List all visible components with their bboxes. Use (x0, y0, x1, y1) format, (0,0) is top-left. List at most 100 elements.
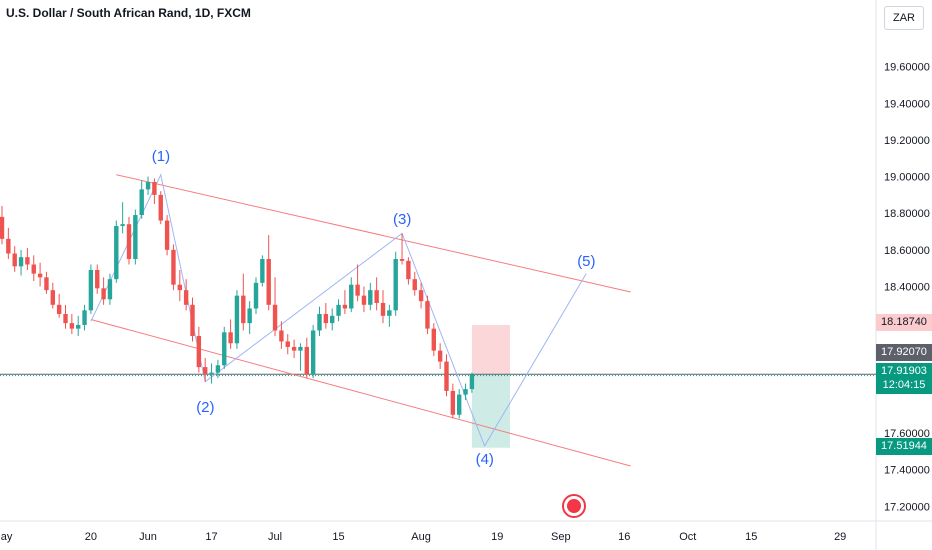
candle-body (209, 372, 214, 375)
candle-body (101, 288, 106, 300)
candle-body (342, 304, 348, 309)
candle-body (37, 273, 43, 278)
candle-body (6, 238, 11, 254)
candle-body (107, 279, 113, 300)
candle-body (323, 313, 329, 324)
candle-body (374, 290, 379, 303)
y-tick-label: 17.40000 (884, 465, 930, 477)
candle-body (164, 220, 170, 250)
x-tick-label: 15 (745, 531, 757, 543)
candle-body (431, 328, 436, 351)
position-target-zone (471, 324, 510, 375)
candle-body (349, 284, 354, 309)
x-tick-label: Aug (411, 531, 431, 543)
position-stop-zone (471, 374, 510, 448)
candle-body (330, 315, 335, 324)
wave-label-4: (4) (475, 450, 494, 468)
currency-selector[interactable]: ZAR (884, 6, 924, 30)
x-tick-label: 19 (491, 531, 503, 543)
candle-body (463, 389, 468, 395)
candle-body (56, 304, 62, 314)
channel-upper-line (116, 174, 631, 293)
candle-body (266, 259, 271, 305)
candle-body (158, 194, 163, 221)
x-tick-label: Sep (551, 531, 571, 543)
y-tick-label: 19.20000 (884, 135, 930, 147)
economic-event-icon-inner (567, 499, 581, 513)
candle-body (177, 284, 182, 291)
wave-label-1: (1) (151, 148, 171, 166)
candle-body (31, 264, 36, 274)
wave-label-5: (5) (577, 252, 596, 270)
candle-body (183, 290, 189, 305)
candle-body (247, 308, 252, 324)
candle-body (25, 257, 30, 265)
y-tick-label: 18.40000 (884, 281, 930, 293)
candle-body (412, 279, 417, 291)
candle-body (241, 295, 246, 324)
candle-body (228, 332, 233, 344)
candle-body (82, 310, 87, 325)
candle-body (469, 374, 475, 390)
x-tick-label: Jun (139, 531, 157, 543)
candle-body (361, 295, 367, 305)
candle-body (450, 390, 456, 415)
candle-body (88, 270, 94, 311)
candle-body (291, 346, 297, 351)
candle-body (0, 216, 5, 239)
candle-body (355, 284, 360, 296)
countdown-timer: 12:04:15 (882, 379, 926, 391)
candle-body (399, 259, 405, 261)
candle-body (126, 224, 132, 260)
wave-label-3: (3) (393, 210, 412, 228)
candle-body (368, 290, 373, 305)
candle-body (310, 330, 316, 375)
y-tick-label: 18.80000 (884, 208, 930, 220)
candle-body (139, 189, 144, 216)
candle-body (120, 224, 125, 227)
x-tick-label: May (0, 531, 13, 543)
last-price-value: 17.91903 (881, 365, 927, 377)
target-price-tag: 18.18740 (876, 314, 932, 331)
candle-body (444, 361, 449, 391)
y-tick-label: 19.60000 (884, 62, 930, 74)
candle-body (380, 302, 386, 316)
stop-price-tag: 17.51944 (876, 438, 932, 455)
elliott-wave-path (90, 173, 587, 448)
chart-title: U.S. Dollar / South African Rand, 1D, FX… (6, 6, 251, 20)
candle-body (393, 259, 398, 311)
candle-body (63, 313, 68, 324)
x-tick-label: Oct (679, 531, 696, 543)
wave-label-2: (2) (196, 399, 215, 417)
y-tick-label: 17.20000 (884, 501, 930, 513)
candle-body (76, 324, 81, 329)
candle-body (145, 182, 151, 190)
candle-body (215, 365, 221, 373)
candle-body (190, 304, 195, 336)
y-tick-label: 17.60000 (884, 428, 930, 440)
candle-body (279, 330, 284, 342)
candle-body (203, 367, 208, 375)
candle-body (12, 253, 17, 267)
candle-body (260, 259, 265, 283)
candle-body (336, 304, 341, 316)
candle-body (69, 323, 75, 329)
x-tick-label: 17 (205, 531, 217, 543)
candle-body (18, 257, 24, 267)
y-tick-label: 19.40000 (884, 98, 930, 110)
x-tick-label: 29 (834, 531, 846, 543)
candle-body (285, 341, 290, 347)
x-tick-label: 16 (618, 531, 630, 543)
last-price-tag: 17.91903 12:04:15 (876, 363, 932, 394)
y-tick-label: 19.00000 (884, 172, 930, 184)
prev-close-price-tag: 17.92070 (876, 344, 932, 361)
candle-body (304, 346, 309, 375)
candle-body (437, 350, 443, 362)
candle-body (152, 182, 157, 195)
channel-lower-line (90, 318, 631, 467)
x-tick-label: 20 (85, 531, 97, 543)
candle-body (171, 249, 176, 285)
candle-body (425, 301, 430, 329)
candle-body (418, 290, 424, 302)
